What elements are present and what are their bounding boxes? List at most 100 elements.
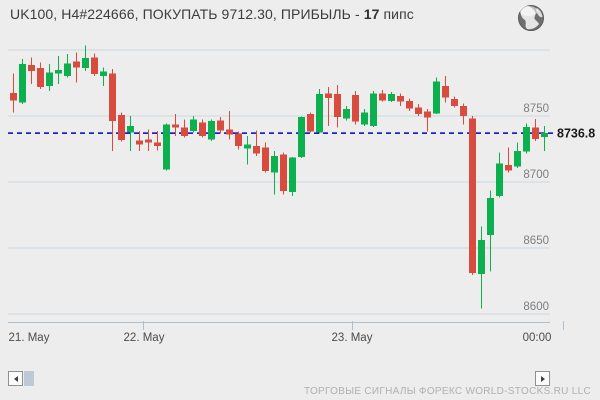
candle-body xyxy=(235,133,242,147)
candle-body xyxy=(82,58,89,69)
candle xyxy=(82,45,89,71)
candle xyxy=(460,103,467,125)
candle-body xyxy=(217,120,224,131)
candle xyxy=(271,151,278,195)
candle xyxy=(262,142,269,173)
price-tick-label: 8650 xyxy=(523,235,549,247)
candle-body xyxy=(370,93,377,126)
candle-body xyxy=(316,94,323,133)
candle xyxy=(289,157,296,197)
candle-body xyxy=(469,118,476,274)
scrollbar-right-button[interactable] xyxy=(535,371,550,386)
candle xyxy=(172,114,179,137)
candle-body xyxy=(343,109,350,119)
candle xyxy=(433,77,440,115)
candle xyxy=(253,130,260,157)
candle-body xyxy=(172,124,179,128)
price-tick-label: 8750 xyxy=(523,103,549,115)
candle xyxy=(64,54,71,78)
candle-body xyxy=(514,151,521,167)
candle-body xyxy=(253,146,260,154)
candle-body xyxy=(19,64,26,103)
candle xyxy=(91,53,98,76)
x-axis-label: 23. May xyxy=(332,332,373,344)
candle xyxy=(424,109,431,132)
candle xyxy=(154,131,161,151)
candle xyxy=(28,57,35,85)
candle xyxy=(46,64,53,91)
profit-pips-value: 17 xyxy=(363,6,380,22)
scrollbar-left-button[interactable] xyxy=(8,371,23,386)
candle xyxy=(505,147,512,173)
candle xyxy=(343,105,350,121)
candle-body xyxy=(244,144,251,149)
candle-body xyxy=(64,63,71,76)
candle xyxy=(235,131,242,150)
candle xyxy=(352,90,359,125)
candle-body xyxy=(424,111,431,118)
candle xyxy=(406,98,413,111)
candle-body xyxy=(28,65,35,71)
candle-body xyxy=(190,119,197,132)
candle xyxy=(514,142,521,168)
price-tick-label: 8700 xyxy=(523,169,549,181)
profit-pips-suffix: пипс xyxy=(379,6,414,22)
candle-body xyxy=(226,129,233,135)
candle-body xyxy=(532,127,539,139)
candle xyxy=(208,119,215,142)
candle-body xyxy=(37,68,44,87)
candle-body xyxy=(55,70,62,74)
candle-body xyxy=(442,85,449,98)
candle-body xyxy=(487,197,494,235)
candle xyxy=(523,123,530,154)
candle-body xyxy=(478,239,485,275)
candle-body xyxy=(505,165,512,171)
candle xyxy=(478,226,485,309)
candle-body xyxy=(307,114,314,132)
scrollbar-thumb[interactable] xyxy=(24,371,34,386)
candle xyxy=(109,69,116,152)
candle-body xyxy=(280,154,287,192)
candle-body xyxy=(262,147,269,172)
candle xyxy=(226,110,233,140)
chart-title-text: UK100, H4#224666, ПОКУПАТЬ 9712.30, ПРИБ… xyxy=(10,6,364,22)
candle xyxy=(37,62,44,90)
candle xyxy=(217,117,224,134)
candle-body xyxy=(46,72,53,86)
x-axis-label: 21. May xyxy=(9,332,50,344)
candle xyxy=(532,119,539,141)
candle xyxy=(118,112,125,142)
candle-body xyxy=(523,127,530,152)
candle xyxy=(100,67,107,86)
candle-body xyxy=(127,125,134,133)
candle xyxy=(199,119,206,138)
candle-body xyxy=(298,117,305,158)
candle-body xyxy=(460,105,467,116)
x-axis-label: 22. May xyxy=(124,332,165,344)
candle-body xyxy=(181,127,188,137)
candle-body xyxy=(325,93,332,99)
scroll-right-arrow-icon xyxy=(540,375,545,382)
candle-body xyxy=(433,81,440,114)
candle xyxy=(73,52,80,83)
candle-body xyxy=(145,139,152,143)
candle xyxy=(55,55,62,85)
candle-body xyxy=(397,95,404,102)
candle-body xyxy=(208,120,215,140)
candle xyxy=(496,152,503,198)
candle xyxy=(280,152,287,195)
candle-body xyxy=(496,163,503,197)
candle-body xyxy=(415,107,422,115)
price-tick-label: 8600 xyxy=(523,301,549,313)
candle-body xyxy=(91,57,98,75)
candle-body xyxy=(361,112,368,125)
candle-body xyxy=(541,133,548,137)
candlestick-chart[interactable]: 8750 8700 8650 8600 21. May 22. May 23. May 00:… xyxy=(0,0,600,360)
candle xyxy=(379,90,386,102)
candle xyxy=(397,93,404,106)
globe-icon[interactable] xyxy=(517,4,545,32)
candle xyxy=(10,73,17,113)
candle xyxy=(451,96,458,108)
candle xyxy=(307,112,314,133)
candle-body xyxy=(73,61,80,68)
